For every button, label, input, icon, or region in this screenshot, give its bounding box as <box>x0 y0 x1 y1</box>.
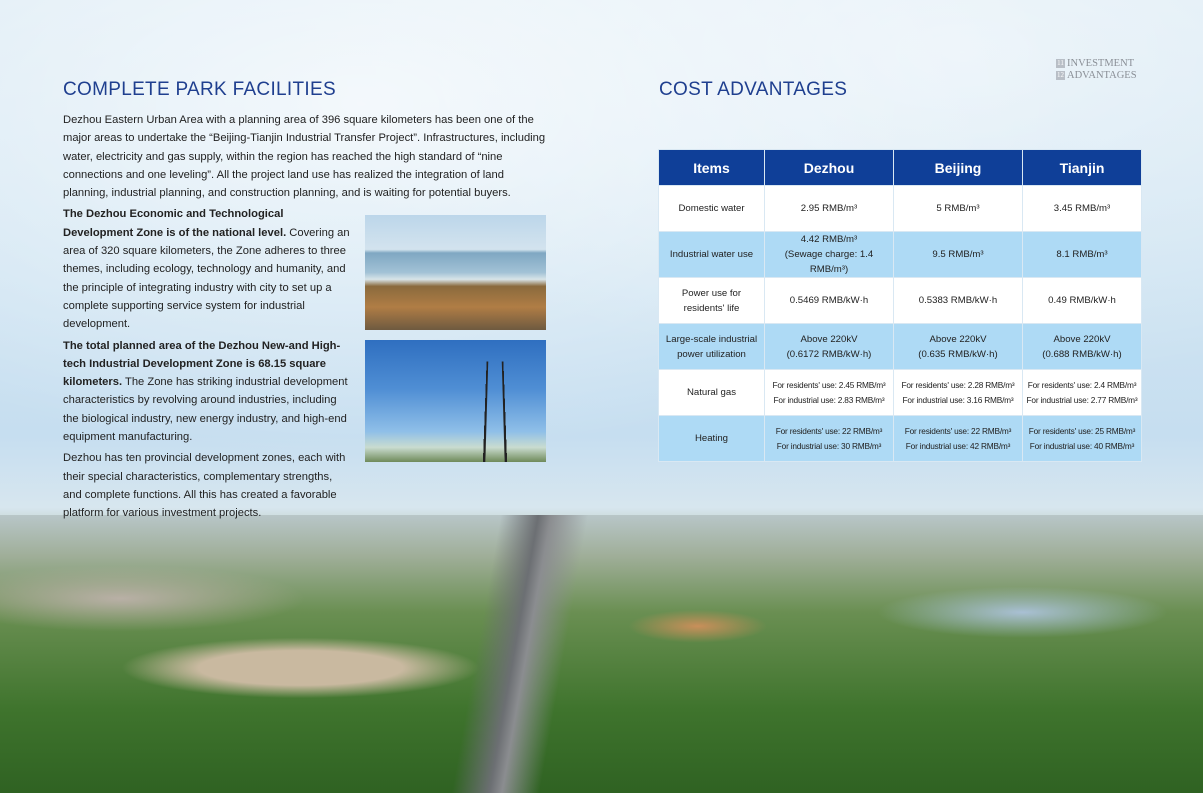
paragraph-etdz-lead: The Dezhou Economic and Technological De… <box>63 208 287 239</box>
table-cell: 0.49 RMB/kW·h <box>1022 277 1142 324</box>
table-cell: 5 RMB/m³ <box>893 185 1023 232</box>
table-cell: 0.5383 RMB/kW·h <box>893 277 1023 324</box>
park-facilities-title: COMPLETE PARK FACILITIES <box>63 79 336 100</box>
table-cell: 8.1 RMB/m³ <box>1022 231 1142 278</box>
city-aerial-photo <box>0 515 1203 793</box>
table-cell: For residents' use: 25 RMB/m³ For indust… <box>1022 415 1142 462</box>
page-number: 11 <box>1056 59 1065 69</box>
table-cell: 4.42 RMB/m³ (Sewage charge: 1.4 RMB/m³) <box>764 231 894 278</box>
table-cell: 3.45 RMB/m³ <box>1022 185 1142 232</box>
column-header: Tianjin <box>1022 149 1142 186</box>
row-label: Large-scale industrial power utilization <box>658 323 765 370</box>
badge-line1: INVESTMENT <box>1067 58 1135 69</box>
table-cell: For residents' use: 2.28 RMB/m³ For indu… <box>893 369 1023 416</box>
table-cell: For residents' use: 2.45 RMB/m³ For indu… <box>764 369 894 416</box>
column-header: Items <box>658 149 765 186</box>
table-cell: For residents' use: 22 RMB/m³ For indust… <box>893 415 1023 462</box>
column-header: Beijing <box>893 149 1023 186</box>
table-row: Domestic water 2.95 RMB/m³ 5 RMB/m³ 3.45 RM… <box>658 185 1142 232</box>
paragraph-hitech: The total planned area of the Dezhou New… <box>63 337 353 447</box>
table-cell: Above 220kV (0.688 RMB/kW·h) <box>1022 323 1142 370</box>
cost-table: Items Dezhou Beijing Tianjin Domestic water… <box>658 149 1142 462</box>
power-tower <box>482 361 508 462</box>
paragraph-provincial: Dezhou has ten provincial development zo… <box>63 452 346 520</box>
paragraph-etdz: The Dezhou Economic and Technological De… <box>63 205 353 333</box>
table-cell: 2.95 RMB/m³ <box>764 185 894 232</box>
table-cell: For residents' use: 2.4 RMB/m³ For indus… <box>1022 369 1142 416</box>
table-cell: 9.5 RMB/m³ <box>893 231 1023 278</box>
paragraph-etdz-text: Covering an area of 320 square kilometer… <box>63 226 350 331</box>
table-row: Power use for residents' life 0.5469 RMB/… <box>658 277 1142 324</box>
row-label: Domestic water <box>658 185 765 232</box>
cost-advantages-title: COST ADVANTAGES <box>659 79 848 100</box>
badge-line2: ADVANTAGES <box>1067 70 1137 81</box>
page-number: 12 <box>1056 71 1065 81</box>
table-row: Industrial water use 4.42 RMB/m³ (Sewage … <box>658 231 1142 278</box>
table-row: Natural gas For residents' use: 2.45 RMB/… <box>658 369 1142 416</box>
park-facilities-text: Dezhou Eastern Urban Area with a plannin… <box>63 111 547 523</box>
row-label: Power use for residents' life <box>658 277 765 324</box>
paragraph-hitech-lead: The total planned area of the Dezhou New… <box>63 339 341 389</box>
power-tower-photo <box>365 340 546 462</box>
table-cell: Above 220kV (0.635 RMB/kW·h) <box>893 323 1023 370</box>
column-header: Dezhou <box>764 149 894 186</box>
header-row: Items Dezhou Beijing Tianjin <box>658 149 1142 186</box>
table-cell: Above 220kV (0.6172 RMB/kW·h) <box>764 323 894 370</box>
row-label: Heating <box>658 415 765 462</box>
row-label: Natural gas <box>658 369 765 416</box>
table-cell: For residents' use: 22 RMB/m³ For indust… <box>764 415 894 462</box>
paragraph-hitech-text: The Zone has striking industrial develop… <box>63 376 348 444</box>
table-row: Heating For residents' use: 22 RMB/m³ For… <box>658 415 1142 462</box>
row-label: Industrial water use <box>658 231 765 278</box>
table-row: Large-scale industrial power utilization… <box>658 323 1142 370</box>
section-badge: 11 INVESTMENT 12 ADVANTAGES <box>1056 58 1137 82</box>
lake-photo <box>365 215 546 330</box>
intro-paragraph: Dezhou Eastern Urban Area with a plannin… <box>63 114 546 200</box>
table-cell: 0.5469 RMB/kW·h <box>764 277 894 324</box>
